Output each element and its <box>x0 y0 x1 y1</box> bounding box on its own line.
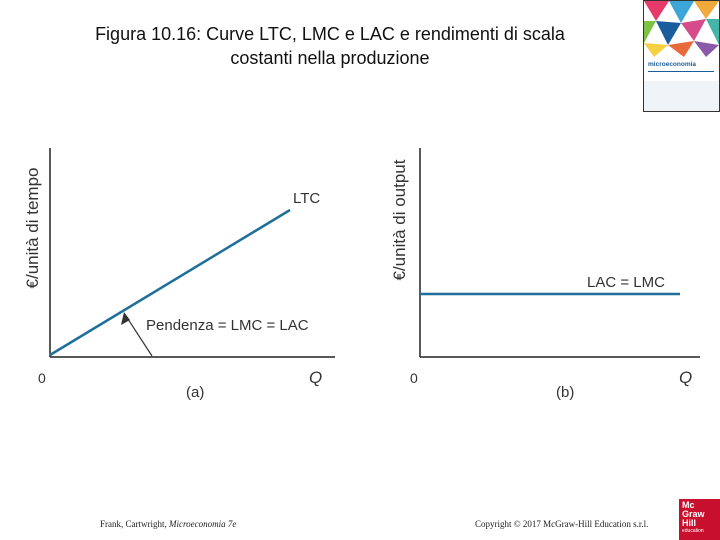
ltc-curve <box>49 208 291 357</box>
book-cover-image: microeconomia <box>643 0 720 112</box>
slope-arrow <box>125 315 153 357</box>
title-line-2: costanti nella produzione <box>230 48 430 68</box>
lac-lmc-label: LAC = LMC <box>587 274 665 291</box>
ltc-label: LTC <box>293 190 320 207</box>
cost-curves-diagram: €/unità di tempo 0 Q LTC Pendenza = LMC … <box>23 148 700 401</box>
slide-title: Figura 10.16: Curve LTC, LMC e LAC e ren… <box>40 22 620 70</box>
footer-authors: Frank, Cartwright, <box>100 519 169 529</box>
panel-b: €/unità di output 0 Q LAC = LMC (b) <box>390 148 700 401</box>
logo-line-1: Mc <box>682 500 695 510</box>
cover-divider <box>648 71 714 72</box>
logo-line-2: Graw <box>682 509 705 519</box>
panel-a-x-label: Q <box>309 368 322 387</box>
panel-b-x-label: Q <box>679 368 692 387</box>
panel-b-y-label: €/unità di output <box>390 159 409 280</box>
panel-b-caption: (b) <box>556 384 574 401</box>
mcgraw-hill-logo: Mc Graw Hill education <box>679 499 720 540</box>
footer-copyright: Copyright © 2017 McGraw-Hill Education s… <box>475 519 649 529</box>
slope-annotation: Pendenza = LMC = LAC <box>146 317 309 334</box>
footer-book-title: Microeconomia 7e <box>169 519 237 529</box>
panel-a-caption: (a) <box>186 384 204 401</box>
panel-a: €/unità di tempo 0 Q LTC Pendenza = LMC … <box>23 148 335 401</box>
cover-title: microeconomia <box>648 61 697 68</box>
cover-art-icon <box>644 1 719 57</box>
panel-b-origin: 0 <box>410 370 418 386</box>
panel-a-origin: 0 <box>38 370 46 386</box>
slope-arrow-head <box>121 312 130 325</box>
logo-line-4: education <box>682 528 704 534</box>
logo-line-3: Hill <box>682 518 697 528</box>
panel-a-y-label: €/unità di tempo <box>23 168 42 289</box>
footer-citation: Frank, Cartwright, Microeconomia 7e <box>100 519 236 529</box>
title-line-1: Figura 10.16: Curve LTC, LMC e LAC e ren… <box>95 24 565 44</box>
cover-band <box>644 81 719 111</box>
